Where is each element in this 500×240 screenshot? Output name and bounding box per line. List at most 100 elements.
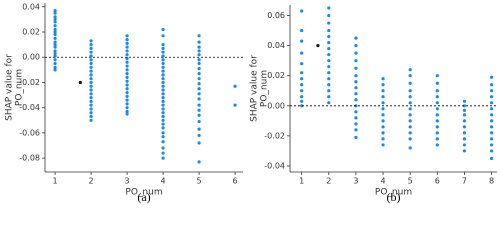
point xyxy=(327,28,331,33)
point xyxy=(354,116,358,120)
point xyxy=(53,30,57,34)
point xyxy=(161,103,165,107)
x-tick-label: 2 xyxy=(89,177,94,186)
point xyxy=(197,160,201,164)
point xyxy=(53,65,57,69)
point xyxy=(89,88,93,92)
point xyxy=(327,89,331,93)
point xyxy=(435,89,439,93)
point xyxy=(161,135,165,139)
point xyxy=(408,137,412,141)
point xyxy=(354,44,358,48)
point xyxy=(161,84,165,88)
point xyxy=(161,92,165,96)
point xyxy=(354,59,358,63)
x-tick-label: 3 xyxy=(353,177,358,186)
caption: (a) xyxy=(137,190,150,204)
point xyxy=(408,81,412,85)
point xyxy=(462,113,467,117)
point xyxy=(435,113,439,117)
point xyxy=(53,58,57,62)
point xyxy=(161,114,165,119)
x-tick-label: 5 xyxy=(408,177,413,186)
y-tick-label: -0.04 xyxy=(19,103,40,112)
point xyxy=(197,34,201,38)
point xyxy=(161,43,165,47)
y-tick-label: -0.08 xyxy=(19,154,40,163)
figure: 0.04 0.02 0.00 -0.02 -0.04 -0.06 -0.08 1 2 3 4 5 6 PO… xyxy=(5,2,497,204)
point xyxy=(161,61,165,66)
point xyxy=(354,51,358,55)
point xyxy=(354,66,358,70)
point xyxy=(89,80,93,85)
point xyxy=(89,46,93,51)
x-tick-label: 6 xyxy=(435,177,440,186)
point xyxy=(53,49,57,53)
point xyxy=(161,69,165,73)
point xyxy=(489,149,494,153)
point xyxy=(125,75,129,80)
point xyxy=(89,65,93,69)
point xyxy=(161,118,165,122)
point xyxy=(53,43,57,47)
point xyxy=(462,119,467,123)
point xyxy=(161,54,165,58)
point xyxy=(327,6,331,10)
point xyxy=(53,54,57,58)
point xyxy=(489,101,494,105)
point xyxy=(381,95,385,99)
point xyxy=(233,103,237,107)
point xyxy=(197,87,201,91)
x-axis-label: PO_num xyxy=(125,188,162,198)
point xyxy=(125,109,129,114)
point xyxy=(161,146,165,150)
point xyxy=(197,103,201,107)
point xyxy=(327,47,331,51)
point xyxy=(381,101,385,105)
point xyxy=(161,34,165,38)
point xyxy=(125,64,129,68)
point xyxy=(161,80,165,85)
point xyxy=(197,49,201,53)
point xyxy=(161,58,165,62)
point xyxy=(327,13,331,18)
point xyxy=(354,36,358,40)
point xyxy=(125,68,129,72)
point xyxy=(435,119,439,123)
point xyxy=(300,89,304,93)
point xyxy=(462,137,467,141)
x-tick-label: 4 xyxy=(381,177,386,186)
point xyxy=(125,112,129,116)
point xyxy=(489,143,494,147)
point xyxy=(125,94,129,98)
point xyxy=(327,95,331,99)
point xyxy=(197,127,201,131)
point xyxy=(197,66,201,71)
point xyxy=(89,50,93,54)
point xyxy=(53,17,57,21)
point xyxy=(161,65,165,69)
point xyxy=(89,58,93,62)
point xyxy=(489,125,494,129)
point xyxy=(89,99,93,103)
point xyxy=(125,34,129,38)
point xyxy=(89,92,93,96)
point xyxy=(89,118,93,122)
point xyxy=(489,107,494,111)
y-tick-label: -0.02 xyxy=(19,78,40,87)
point xyxy=(161,46,165,51)
point xyxy=(53,15,57,19)
point xyxy=(197,61,201,66)
point xyxy=(197,40,201,44)
point xyxy=(161,126,165,130)
point xyxy=(354,135,358,139)
point xyxy=(327,21,331,25)
point xyxy=(354,92,358,96)
x-tick-label: 4 xyxy=(161,177,166,186)
point xyxy=(381,77,385,81)
point xyxy=(327,65,331,69)
point xyxy=(53,68,57,72)
point xyxy=(161,122,165,126)
point xyxy=(327,77,331,81)
point xyxy=(300,104,304,108)
